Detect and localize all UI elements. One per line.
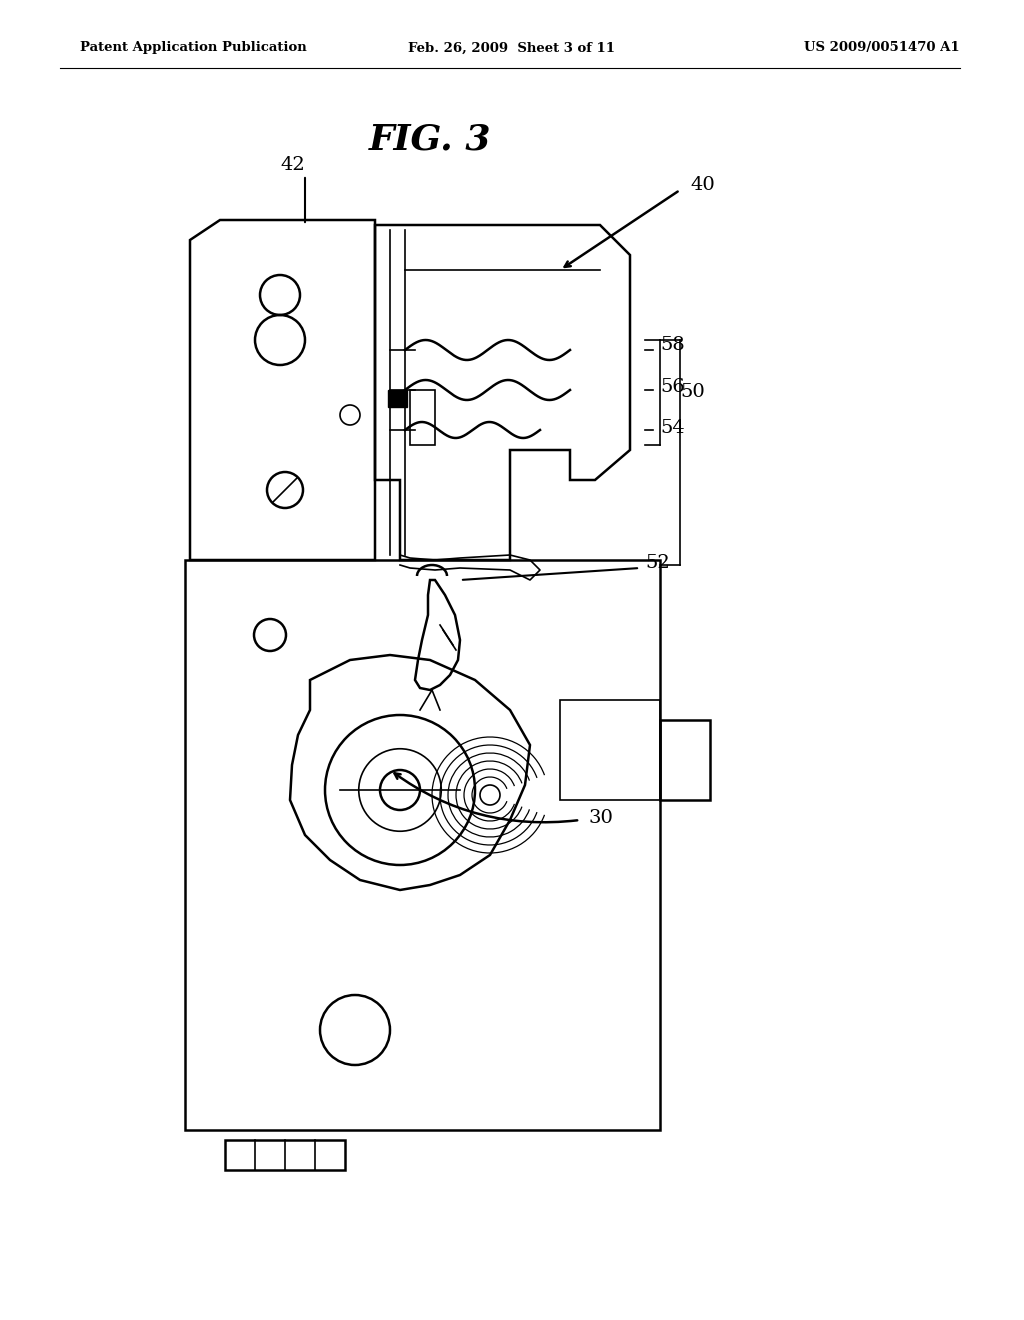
Polygon shape xyxy=(388,389,407,407)
Text: 58: 58 xyxy=(660,337,685,354)
Text: FIG. 3: FIG. 3 xyxy=(369,123,492,157)
Text: 52: 52 xyxy=(645,554,670,572)
Text: 50: 50 xyxy=(680,383,705,401)
Bar xyxy=(185,560,660,1130)
Text: Feb. 26, 2009  Sheet 3 of 11: Feb. 26, 2009 Sheet 3 of 11 xyxy=(409,41,615,54)
Bar xyxy=(410,389,435,445)
Text: 30: 30 xyxy=(588,809,613,828)
Text: 54: 54 xyxy=(660,418,685,437)
Text: 42: 42 xyxy=(280,156,305,174)
Text: 40: 40 xyxy=(690,176,715,194)
Text: Patent Application Publication: Patent Application Publication xyxy=(80,41,307,54)
Bar xyxy=(225,1140,345,1170)
Text: US 2009/0051470 A1: US 2009/0051470 A1 xyxy=(805,41,961,54)
Text: 56: 56 xyxy=(660,378,685,396)
